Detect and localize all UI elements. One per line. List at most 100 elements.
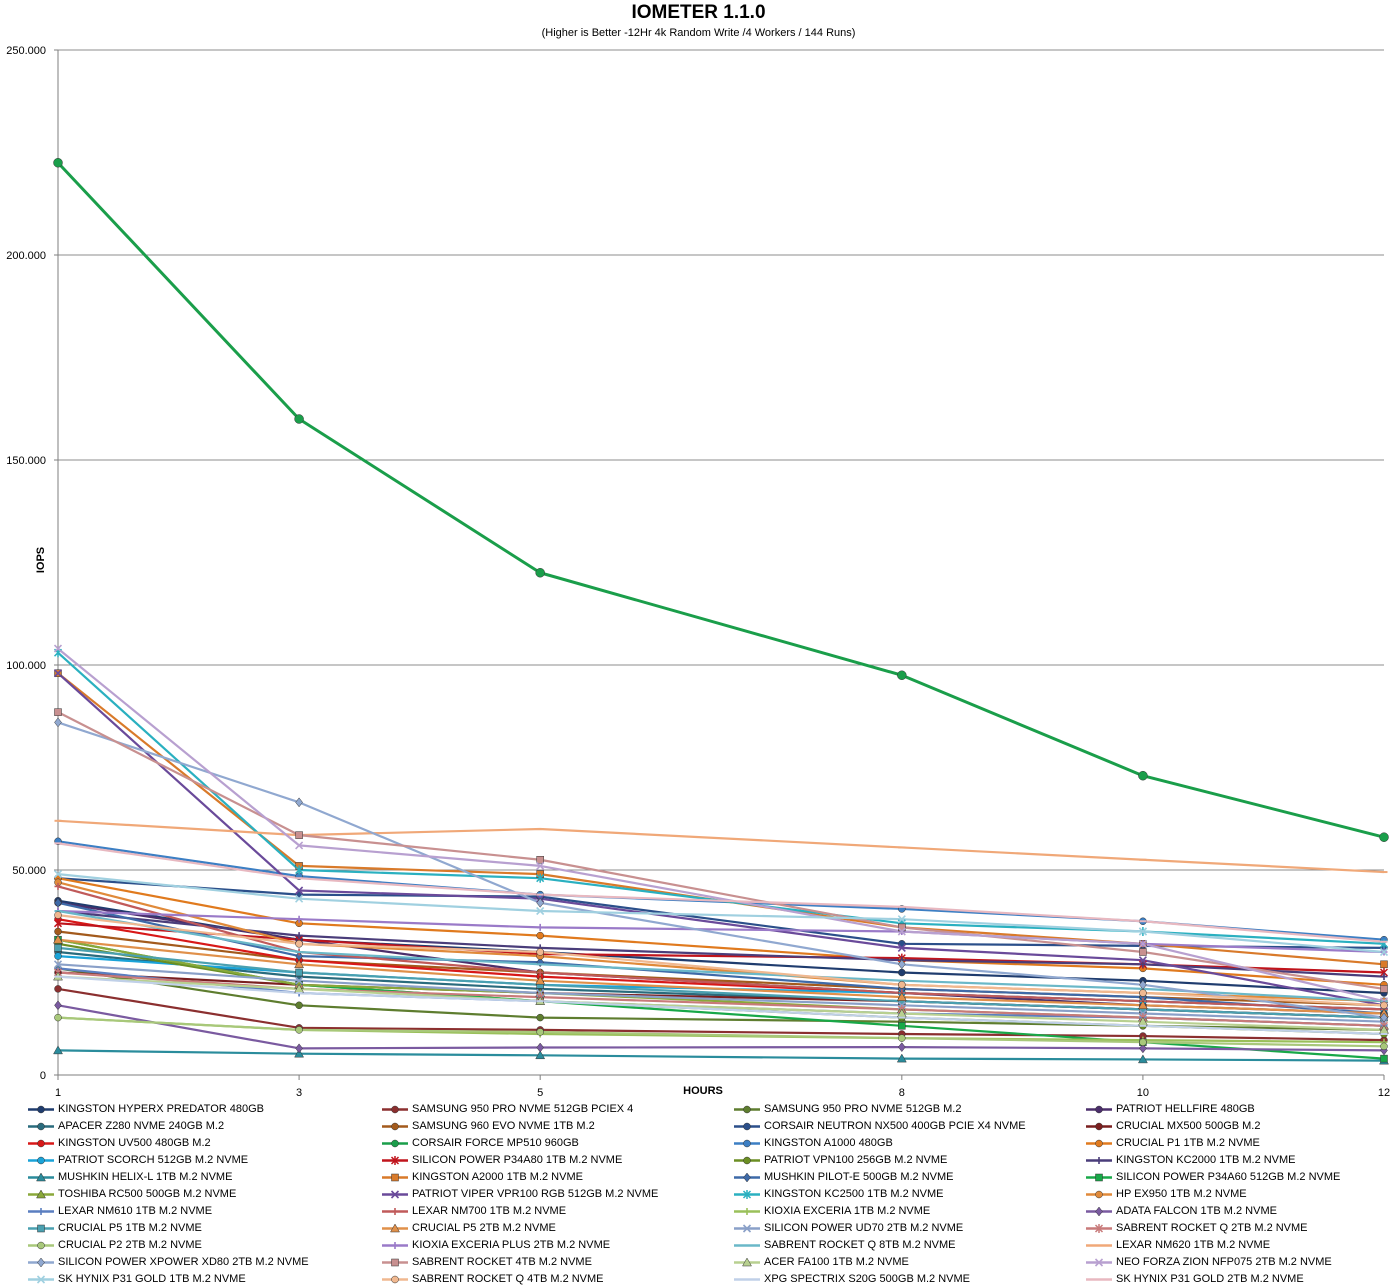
data-point [1379,832,1389,842]
legend-swatch [382,1173,408,1182]
data-point [1137,1000,1148,1010]
legend-swatch [382,1122,408,1131]
series-line [57,930,1385,1007]
data-point [536,856,544,864]
data-point [37,1122,45,1131]
data-point [1095,1105,1103,1114]
data-point [1138,927,1147,936]
legend-swatch [28,1139,54,1148]
series-line [56,161,1385,839]
legend-label: PATRIOT HELLFIRE 480GB [1116,1103,1255,1115]
data-point [37,1105,45,1114]
data-point [295,1043,303,1054]
x-axis-label: HOURS [683,1085,723,1097]
data-point [898,981,906,989]
series-line [57,877,1385,986]
legend-swatch [1086,1258,1112,1267]
data-point [742,1257,752,1267]
legend-swatch [28,1257,54,1268]
data-point [391,1242,399,1249]
data-point [1095,1122,1103,1131]
series-line [57,946,1385,1019]
y-tick-label: 50.000 [12,865,46,877]
legend-label: SILICON POWER XPOWER XD80 2TB M.2 NVME [58,1256,309,1268]
data-point [295,1026,303,1034]
legend-label: SILICON POWER P34A60 512GB M.2 NVME [1116,1171,1341,1183]
series-line [57,1004,1385,1052]
legend-swatch [734,1156,760,1165]
data-point [53,870,63,879]
legend-swatch [1086,1122,1112,1131]
legend-label: CORSAIR FORCE MP510 960GB [412,1137,579,1149]
data-point [536,1028,544,1036]
data-point [53,644,63,653]
data-point [896,1053,907,1063]
data-point [1138,770,1148,781]
legend-swatch [734,1105,760,1114]
data-point [37,1224,45,1233]
data-point [37,1139,45,1148]
data-point [391,1173,399,1182]
data-point [295,932,303,940]
legend-label: TOSHIBA RC500 500GB M.2 NVME [58,1188,237,1200]
legend-swatch [1086,1157,1112,1164]
y-tick-label: 250.000 [6,45,46,57]
y-tick-label: 100.000 [6,660,46,672]
legend-label: XPG SPECTRIX S20G 500GB M.2 NVME [764,1273,971,1285]
legend-swatch [382,1105,408,1114]
data-point [1139,960,1147,968]
y-axis-label: IOPS [35,547,47,573]
legend-label: SILICON POWER P34A80 1TB M.2 NVME [412,1154,623,1166]
legend-label: KINGSTON A1000 480GB [764,1137,893,1149]
legend-label: SABRENT ROCKET Q 8TB M.2 NVME [764,1239,956,1251]
data-point [742,1224,752,1233]
legend-swatch [734,1278,760,1281]
legend-label: PATRIOT VIPER VPR100 RGB 512GB M.2 NVME [412,1188,659,1200]
line-chart: 0 50.000 100.000 150.000 200.000 250.000 1 3 5 8 1… [6,45,1390,1099]
series-line [57,987,1385,1042]
data-point [295,831,303,839]
data-point [54,717,62,728]
legend-swatch [28,1172,54,1182]
data-point [535,1050,546,1060]
data-point [36,1172,46,1182]
data-point [37,1208,45,1215]
data-point [742,1190,752,1199]
data-point [295,886,304,895]
data-point [536,1042,544,1053]
data-point [391,1275,399,1284]
data-point [391,1139,399,1148]
data-point [536,969,544,976]
data-point [295,865,304,875]
series-line [57,672,1385,1007]
series-line [57,909,1385,978]
series-line [57,842,1385,943]
x-tick-label: 8 [899,1087,905,1099]
data-point [54,1013,62,1022]
data-point [391,1258,399,1267]
series-line [57,647,1385,1003]
data-point [897,670,907,680]
legend-label: SK HYNIX P31 GOLD 2TB M.2 NVME [1116,1273,1304,1285]
legend-label: SAMSUNG 950 PRO NVME 512GB M.2 [764,1103,962,1115]
data-point [536,923,544,931]
legend-swatch [1086,1105,1112,1114]
data-point [898,959,906,970]
data-point [36,1189,46,1199]
chart-title: IOMETER 1.1.0 [631,2,766,23]
data-point [896,992,907,1001]
legend-label: NEO FORZA ZION NFP075 2TB M.2 NVME [1116,1256,1332,1268]
series-line [57,819,1385,874]
data-point [897,915,906,924]
legend-swatch [1086,1173,1112,1182]
data-point [1380,960,1388,969]
data-point [53,934,63,944]
legend-swatch [734,1257,760,1267]
legend-label: KINGSTON A2000 1TB M.2 NVME [412,1171,583,1183]
data-point [898,1034,906,1042]
data-point [1139,1043,1147,1054]
legend-swatch [1086,1224,1112,1233]
data-point [1139,1038,1147,1046]
data-point [535,568,545,578]
data-point [1095,1190,1103,1199]
